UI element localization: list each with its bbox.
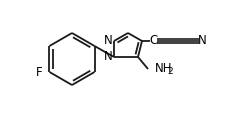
Text: N: N <box>104 51 113 64</box>
Text: 2: 2 <box>167 66 173 75</box>
Text: F: F <box>36 66 43 79</box>
Text: N: N <box>104 35 113 48</box>
Text: NH: NH <box>155 62 172 75</box>
Text: N: N <box>198 35 206 48</box>
Text: C: C <box>150 35 158 48</box>
